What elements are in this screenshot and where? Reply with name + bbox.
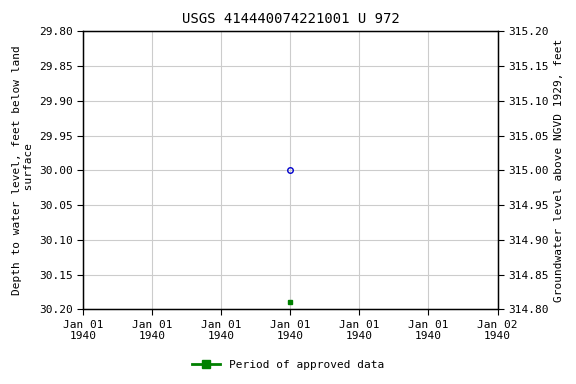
Legend: Period of approved data: Period of approved data bbox=[188, 356, 388, 375]
Title: USGS 414440074221001 U 972: USGS 414440074221001 U 972 bbox=[181, 12, 399, 26]
Y-axis label: Groundwater level above NGVD 1929, feet: Groundwater level above NGVD 1929, feet bbox=[554, 39, 564, 302]
Y-axis label: Depth to water level, feet below land
 surface: Depth to water level, feet below land su… bbox=[12, 45, 33, 295]
